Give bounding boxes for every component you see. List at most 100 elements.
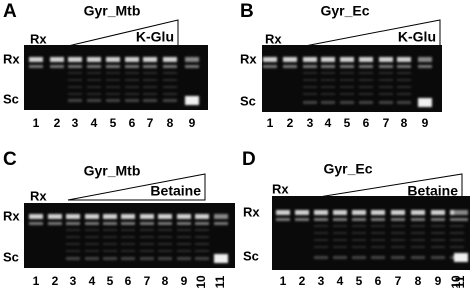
rx-band-lower [379,65,393,68]
lane-number: 6 [375,274,382,288]
sc-band [106,99,120,102]
topo-band [66,243,80,245]
lane-number: 4 [325,116,332,130]
topo-band [106,72,120,74]
rx-band [185,57,199,62]
topo-band [121,229,135,231]
sc-band [121,257,135,260]
topo-band [359,79,373,81]
lane-number: 5 [110,116,117,130]
rx-band-lower [185,65,199,68]
topo-band [195,250,209,252]
rx-band-lower [87,65,101,68]
lane-number: 5 [344,116,351,130]
sc-band [103,257,117,260]
rx-band-lower [85,222,99,225]
topo-band [303,79,317,81]
topo-band [379,72,393,74]
topo-band [340,72,354,74]
topo-band [450,246,464,248]
rx-band [397,57,411,62]
rx-band [68,57,82,62]
rx-band-lower [143,65,157,68]
topo-band [352,232,366,234]
rx-band [143,57,157,62]
row-label: Sc [240,93,256,108]
lane-number: 2 [52,274,59,288]
rx-band-lower [371,218,385,221]
topo-band [106,93,120,95]
row-label: Rx [3,208,20,223]
lane-number: 3 [318,274,325,288]
lane-number: 1 [280,274,287,288]
topo-band [195,236,209,238]
lane-number: 6 [129,116,136,130]
topo-band [314,246,328,248]
topo-band [450,239,464,241]
rx-band [163,57,177,62]
sc-band [85,257,99,260]
topo-band [87,79,101,81]
gel-bands [263,57,432,107]
lane-number: 2 [287,116,294,130]
topo-band [87,93,101,95]
rx-band [283,57,297,62]
topo-band [303,86,317,88]
sc-band [454,253,468,262]
lane-number: 11 [213,275,227,288]
topo-band [397,86,411,88]
lane-number: 5 [356,274,363,288]
row-label: Sc [243,248,259,263]
topo-band [321,86,335,88]
rx-band-lower [50,65,64,68]
gradient-label: K-Glu [398,29,436,45]
rx-band [333,210,347,215]
panel-title: Gyr_Ec [320,3,369,19]
rx-band [321,57,335,62]
rx-band-lower [454,218,468,221]
sc-band [371,256,385,259]
rx-band-lower [418,65,432,68]
sc-band [177,257,191,260]
top-label: Rx [265,31,282,46]
lane-number: 6 [125,274,132,288]
panel: B Gyr_Ec K-Glu Rx Rx Sc 1 2 3 4 5 6 7 8 9 [240,1,442,130]
rx-band [371,210,385,215]
rx-band-lower [295,218,309,221]
rx-band-lower [106,65,120,68]
topo-band [103,229,117,231]
topo-band [66,236,80,238]
rx-band [454,210,468,215]
rx-band-lower [103,222,117,225]
rx-band [314,210,328,215]
topo-band [125,86,139,88]
sc-band [418,98,432,107]
rx-band [379,57,393,62]
sc-band [314,256,328,259]
rx-band-lower [48,222,62,225]
lane-number: 7 [395,274,402,288]
rx-band [340,57,354,62]
lane-number: 1 [267,116,274,130]
sc-band [185,96,199,105]
rx-band-lower [303,65,317,68]
sc-band [379,101,393,104]
topo-band [85,250,99,252]
sc-band [340,101,354,104]
topo-band [143,93,157,95]
topo-band [340,86,354,88]
topo-band [379,93,393,95]
gel-bands [29,57,199,105]
topo-band [333,246,347,248]
topo-band [143,72,157,74]
rx-band [352,210,366,215]
rx-band-lower [283,65,297,68]
top-label: Rx [30,31,47,46]
rx-band-lower [321,65,335,68]
lane-number: 3 [307,116,314,130]
topo-band [431,239,445,241]
topo-band [340,79,354,81]
lane-number: 8 [167,116,174,130]
rx-band [66,214,80,219]
